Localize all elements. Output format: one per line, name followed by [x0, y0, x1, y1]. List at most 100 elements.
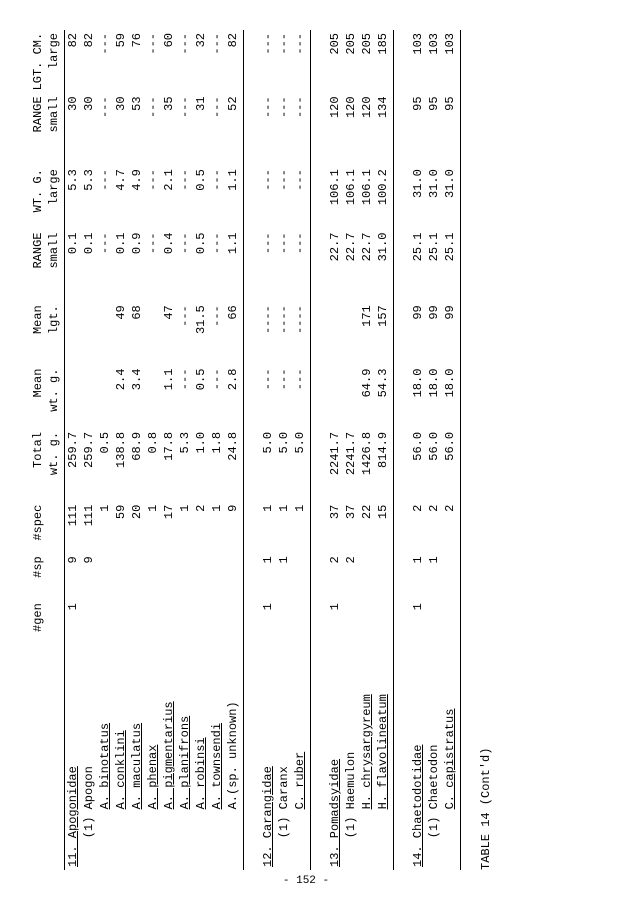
cell: [426, 600, 442, 647]
cell: ----: [260, 302, 276, 365]
cell: 1: [410, 600, 426, 647]
cell: [145, 302, 161, 365]
cell: 3.4: [129, 366, 145, 429]
cell: 18.0: [426, 366, 442, 429]
cell: 1426.8: [359, 429, 375, 502]
row-label: A. conklini: [113, 647, 129, 870]
cell: [161, 553, 177, 600]
cell: [113, 553, 129, 600]
table-row: A. maculatus2068.93.4680.94.95376: [129, 30, 145, 870]
cell: 32: [193, 30, 209, 93]
table-row: A. pigmentarius1717.81.1470.42.13560: [161, 30, 177, 870]
cell: 171: [359, 302, 375, 365]
cell: ---: [177, 166, 193, 229]
cell: ---: [145, 30, 161, 93]
cell: 53: [129, 93, 145, 166]
cell: ---: [209, 302, 225, 365]
cell: [129, 553, 145, 600]
cell: 185: [375, 30, 391, 93]
row-label: C. ruber: [292, 647, 308, 870]
cell: 95: [442, 93, 458, 166]
cell: 30: [81, 93, 97, 166]
column-header: wt. g.: [46, 429, 62, 502]
cell: 95: [410, 93, 426, 166]
cell: 1.0: [193, 429, 209, 502]
cell: ---: [209, 230, 225, 303]
column-header: large: [46, 30, 62, 93]
cell: 103: [426, 30, 442, 93]
cell: 0.1: [113, 230, 129, 303]
cell: 2: [327, 553, 343, 600]
column-header: RANGE: [30, 230, 46, 303]
cell: 31.0: [426, 166, 442, 229]
cell: [343, 302, 359, 365]
cell: ---: [177, 93, 193, 166]
cell: 56.0: [426, 429, 442, 502]
cell: 5.3: [177, 429, 193, 502]
cell: ---: [260, 366, 276, 429]
table-row: A. townsendi11.8------------------: [209, 30, 225, 870]
cell: 25.1: [426, 230, 442, 303]
cell: 4.7: [113, 166, 129, 229]
cell: ---: [177, 230, 193, 303]
cell: 15: [375, 502, 391, 554]
cell: [97, 302, 113, 365]
cell: ---: [276, 93, 292, 166]
column-header: [30, 647, 46, 870]
row-label: (1) Caranx: [276, 647, 292, 870]
cell: ----: [276, 302, 292, 365]
cell: [375, 600, 391, 647]
cell: ---: [292, 30, 308, 93]
cell: 31.0: [375, 230, 391, 303]
column-header: #spec: [30, 502, 46, 554]
data-table: #gen#sp#specTotalMeanMeanRANGEWT. G.RANG…: [30, 30, 461, 870]
cell: [145, 366, 161, 429]
cell: 1.1: [161, 366, 177, 429]
cell: 49: [113, 302, 129, 365]
cell: ---: [97, 30, 113, 93]
row-label: A. robinsi: [193, 647, 209, 870]
row-label: A. binotatus: [97, 647, 113, 870]
cell: 2.8: [225, 366, 241, 429]
row-label: A. planifrons: [177, 647, 193, 870]
table-row: C. capistratus256.018.09925.131.095103: [442, 30, 458, 870]
cell: 1: [97, 502, 113, 554]
column-header: small: [46, 230, 62, 303]
cell: [193, 553, 209, 600]
table-row: 12. Carangidae1115.0-------------------: [260, 30, 276, 870]
cell: 134: [375, 93, 391, 166]
cell: [327, 366, 343, 429]
cell: [442, 600, 458, 647]
cell: 99: [426, 302, 442, 365]
cell: 205: [359, 30, 375, 93]
cell: 106.1: [359, 166, 375, 229]
cell: [145, 553, 161, 600]
row-label: (1) Haemulon: [343, 647, 359, 870]
column-header: small: [46, 93, 62, 166]
column-header: Mean: [30, 302, 46, 365]
cell: 64.9: [359, 366, 375, 429]
cell: 2: [442, 502, 458, 554]
column-header: RANGE: [30, 93, 46, 166]
cell: 54.3: [375, 366, 391, 429]
cell: [129, 600, 145, 647]
cell: 35: [161, 93, 177, 166]
cell: 157: [375, 302, 391, 365]
cell: 99: [442, 302, 458, 365]
column-header: #sp: [30, 553, 46, 600]
cell: 17.8: [161, 429, 177, 502]
cell: 106.1: [343, 166, 359, 229]
cell: 22: [359, 502, 375, 554]
cell: 103: [442, 30, 458, 93]
cell: 37: [327, 502, 343, 554]
row-label: (1) Chaetodon: [426, 647, 442, 870]
cell: 18.0: [410, 366, 426, 429]
cell: 1: [276, 553, 292, 600]
cell: 205: [327, 30, 343, 93]
column-header: Total: [30, 429, 46, 502]
cell: 0.5: [193, 230, 209, 303]
cell: ---: [145, 93, 161, 166]
cell: 259.7: [81, 429, 97, 502]
cell: 1.1: [225, 166, 241, 229]
cell: [193, 600, 209, 647]
